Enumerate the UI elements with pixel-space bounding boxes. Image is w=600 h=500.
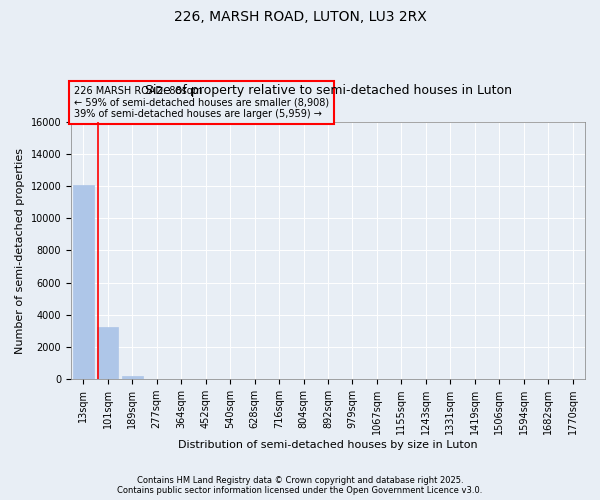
Text: 226 MARSH ROAD: 88sqm
← 59% of semi-detached houses are smaller (8,908)
39% of s: 226 MARSH ROAD: 88sqm ← 59% of semi-deta… — [74, 86, 329, 119]
Bar — [73, 186, 94, 379]
Text: 226, MARSH ROAD, LUTON, LU3 2RX: 226, MARSH ROAD, LUTON, LU3 2RX — [173, 10, 427, 24]
Y-axis label: Number of semi-detached properties: Number of semi-detached properties — [15, 148, 25, 354]
Bar — [97, 327, 118, 379]
X-axis label: Distribution of semi-detached houses by size in Luton: Distribution of semi-detached houses by … — [178, 440, 478, 450]
Text: Contains HM Land Registry data © Crown copyright and database right 2025.
Contai: Contains HM Land Registry data © Crown c… — [118, 476, 482, 495]
Title: Size of property relative to semi-detached houses in Luton: Size of property relative to semi-detach… — [145, 84, 512, 97]
Bar — [122, 376, 143, 379]
